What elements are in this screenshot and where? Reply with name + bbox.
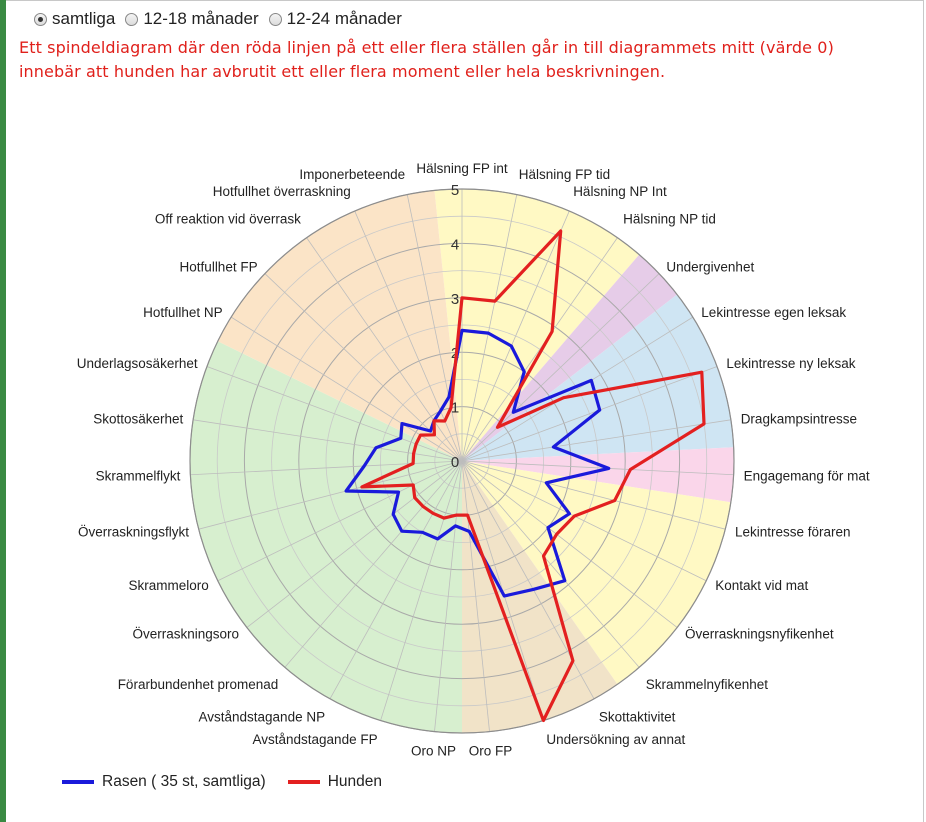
axis-label-25: Underlagsosäkerhet xyxy=(77,356,198,371)
axis-label-10: Kontakt vid mat xyxy=(715,578,808,593)
background-sector-4 xyxy=(462,461,731,685)
radio-option-samtliga[interactable]: samtliga xyxy=(34,9,115,29)
axis-label-0: Hälsning FP int xyxy=(416,161,508,176)
note-line-1: Ett spindeldiagram där den röda linjen p… xyxy=(19,38,834,57)
radio-label-samtliga: samtliga xyxy=(52,9,116,28)
grid-spoke-23 xyxy=(190,460,463,476)
series-line-dog xyxy=(360,229,706,723)
axis-label-21: Skrammeloro xyxy=(129,578,209,593)
grid-spoke-11 xyxy=(461,460,678,628)
grid-spoke-8 xyxy=(461,460,734,476)
axis-label-28: Off reaktion vid överrask xyxy=(155,212,301,227)
axis-label-18: Avståndstagande NP xyxy=(199,710,326,725)
legend-item-dog: Hunden xyxy=(287,773,382,791)
axis-label-11: Överraskningsnyfikenhet xyxy=(685,627,834,642)
grid-spoke-6 xyxy=(461,366,718,462)
background-sector-2 xyxy=(462,294,734,461)
axis-label-1: Hälsning FP tid xyxy=(519,167,610,182)
chart-legend: Rasen ( 35 st, samtliga) Hunden xyxy=(62,773,404,791)
radio-label-12-18: 12-18 månader xyxy=(143,9,259,28)
grid-spoke-20 xyxy=(246,460,463,628)
grid-spoke-18 xyxy=(329,460,463,700)
grid-spoke-22 xyxy=(198,460,463,530)
legend-label-dog: Hunden xyxy=(327,773,382,790)
axis-label-22: Överraskningsflykt xyxy=(78,525,189,540)
axis-label-4: Undergivenhet xyxy=(666,260,754,275)
axis-label-30: Imponerbeteende xyxy=(299,167,405,182)
radio-label-12-24: 12-24 månader xyxy=(286,9,402,28)
radio-button-12-24[interactable] xyxy=(268,12,282,26)
radio-option-12-18[interactable]: 12-18 månader xyxy=(125,9,259,29)
axis-label-12: Skrammelnyfikenhet xyxy=(646,677,769,692)
background-sector-6 xyxy=(190,341,462,733)
axis-label-3: Hälsning NP tid xyxy=(623,212,716,227)
axis-label-17: Avståndstagande FP xyxy=(253,732,378,747)
grid-spoke-21 xyxy=(217,460,463,582)
axis-label-7: Dragkampsintresse xyxy=(741,411,857,426)
tick-label-1: 1 xyxy=(451,400,459,417)
radio-button-12-18[interactable] xyxy=(125,12,139,26)
chart-outer-circle xyxy=(189,188,735,734)
axis-label-26: Hotfullhet NP xyxy=(143,305,223,320)
grid-spoke-1 xyxy=(461,194,518,462)
axis-label-23: Skrammelflykt xyxy=(96,468,181,483)
series-line-breed xyxy=(344,328,611,598)
grid-spoke-16 xyxy=(434,460,463,732)
axis-label-13: Skottaktivitet xyxy=(599,710,676,725)
grid-spoke-28 xyxy=(306,237,463,462)
grid-spoke-4 xyxy=(461,273,660,462)
background-sector-7 xyxy=(217,190,462,461)
axis-label-27: Hotfullhet FP xyxy=(180,260,258,275)
axis-label-14: Undersökning av annat xyxy=(546,732,685,747)
legend-item-breed: Rasen ( 35 st, samtliga) xyxy=(62,773,266,791)
tick-label-3: 3 xyxy=(451,291,459,308)
background-sector-0 xyxy=(434,188,640,461)
tick-label-0: 0 xyxy=(451,454,459,471)
axis-label-20: Överraskningsoro xyxy=(132,627,239,642)
axis-label-6: Lekintresse ny leksak xyxy=(726,356,855,371)
chart-explanation-note: Ett spindeldiagram där den röda linjen p… xyxy=(19,36,909,84)
radio-option-12-24[interactable]: 12-24 månader xyxy=(268,9,402,29)
tick-label-4: 4 xyxy=(451,236,459,253)
axis-label-2: Hälsning NP Int xyxy=(573,184,667,199)
legend-swatch-dog xyxy=(287,780,320,784)
background-sector-5 xyxy=(462,461,618,733)
axis-label-24: Skottosäkerhet xyxy=(93,411,183,426)
grid-spoke-15 xyxy=(461,460,490,732)
axis-label-5: Lekintresse egen leksak xyxy=(701,305,846,320)
axis-label-29: Hotfullhet överraskning xyxy=(213,184,351,199)
axis-label-9: Lekintresse föraren xyxy=(735,525,851,540)
grid-spoke-19 xyxy=(284,460,463,668)
legend-swatch-breed xyxy=(62,780,94,784)
grid-spoke-24 xyxy=(193,419,463,462)
radio-button-samtliga[interactable] xyxy=(34,12,47,26)
grid-spoke-7 xyxy=(461,419,731,462)
grid-spoke-26 xyxy=(230,316,463,462)
axis-label-15: Oro FP xyxy=(469,744,513,759)
grid-spoke-25 xyxy=(206,366,463,462)
grid-spoke-12 xyxy=(461,460,640,668)
grid-spoke-2 xyxy=(461,210,570,462)
background-sector-3 xyxy=(462,447,734,503)
grid-spoke-9 xyxy=(461,460,726,530)
grid-spoke-3 xyxy=(461,237,618,462)
grid-spoke-10 xyxy=(461,460,707,582)
tick-label-5: 5 xyxy=(451,182,459,199)
legend-label-breed: Rasen ( 35 st, samtliga) xyxy=(102,773,266,790)
axis-label-16: Oro NP xyxy=(411,744,456,759)
panel-right-border xyxy=(923,0,924,822)
axis-label-8: Engagemang för mat xyxy=(744,468,870,483)
grid-spoke-5 xyxy=(461,316,694,462)
panel-top-border xyxy=(6,0,924,1)
grid-spoke-30 xyxy=(406,194,463,462)
left-accent-bar xyxy=(0,0,6,822)
note-line-2: innebär att hunden har avbrutit ett elle… xyxy=(19,62,666,81)
axis-label-19: Förarbundenhet promenad xyxy=(118,677,279,692)
age-filter-radio-group: samtliga 12-18 månader 12-24 månader xyxy=(34,8,412,30)
grid-spoke-17 xyxy=(380,460,463,721)
